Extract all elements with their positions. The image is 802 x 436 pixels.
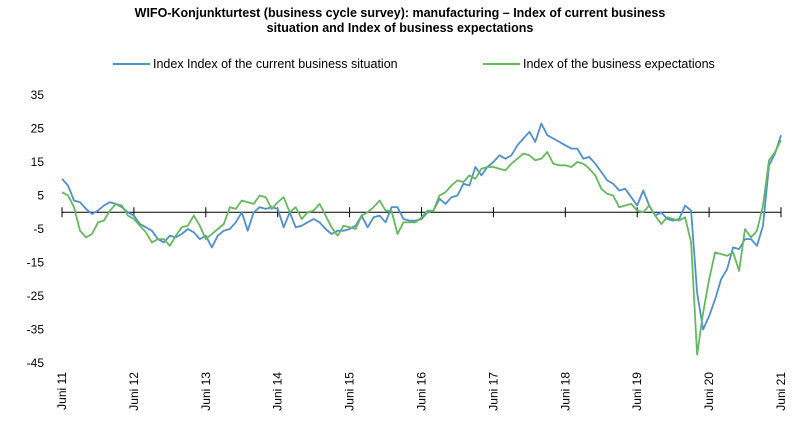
y-tick-label: -45 xyxy=(27,356,45,370)
y-tick-label: 25 xyxy=(31,122,45,136)
x-tick-label: Juni 15 xyxy=(343,372,357,411)
x-tick-label: Juni 17 xyxy=(486,372,500,411)
y-tick-label: -25 xyxy=(27,289,45,303)
y-tick-label: 15 xyxy=(31,155,45,169)
chart-title-line-2: situation and Index of business expectat… xyxy=(266,21,534,35)
legend-label-1: Index Index of the current business situ… xyxy=(153,57,398,71)
x-tick-label: Juni 18 xyxy=(558,372,572,411)
legend-label-2: Index of the business expectations xyxy=(523,57,715,71)
x-tick-label: Juni 20 xyxy=(702,372,716,411)
x-tick-label: Juni 14 xyxy=(271,372,285,411)
x-tick-label: Juni 19 xyxy=(630,372,644,411)
y-tick-label: -5 xyxy=(33,222,44,236)
series-line-1 xyxy=(61,122,782,331)
x-tick-label: Juni 16 xyxy=(415,372,429,411)
chart-title: WIFO-Konjunkturtest (business cycle surv… xyxy=(60,6,740,36)
x-tick-label: Juni 12 xyxy=(127,372,141,411)
x-tick-label: Juni 21 xyxy=(774,372,788,411)
x-tick-label: Juni 13 xyxy=(199,372,213,411)
x-tick-label: Juni 11 xyxy=(55,372,69,410)
y-tick-label: 5 xyxy=(37,189,44,203)
series-line-2 xyxy=(61,139,782,356)
y-tick-label: 35 xyxy=(31,88,45,102)
chart-title-line-1: WIFO-Konjunkturtest (business cycle surv… xyxy=(134,6,666,20)
y-tick-label: -15 xyxy=(27,256,45,270)
y-tick-label: -35 xyxy=(27,323,45,337)
